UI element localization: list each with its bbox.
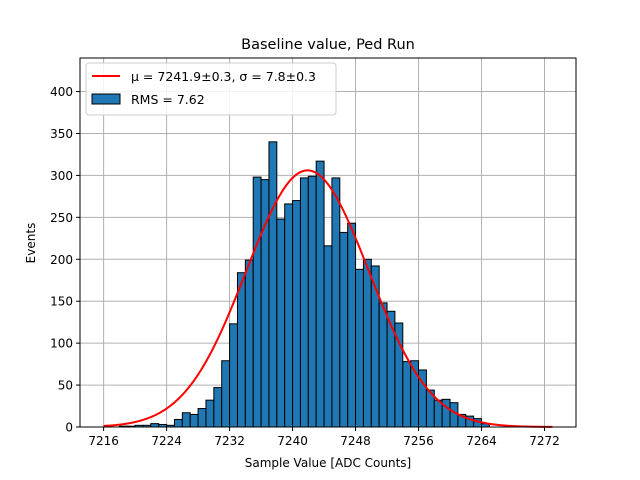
y-tick-label: 150 [50, 295, 73, 309]
x-axis-label: Sample Value [ADC Counts] [245, 456, 411, 470]
y-tick-label: 300 [50, 169, 73, 183]
histogram-bar [315, 160, 325, 428]
x-tick-label: 7224 [151, 434, 182, 448]
histogram-bar [244, 259, 254, 428]
histogram-bar [150, 423, 160, 428]
histogram-bar [205, 399, 215, 428]
x-tick-label: 7240 [277, 434, 308, 448]
x-tick-label: 7232 [214, 434, 245, 448]
histogram-bar [339, 231, 349, 428]
histogram-bars [118, 141, 490, 428]
histogram-bar [323, 245, 333, 428]
y-tick-label: 350 [50, 127, 73, 141]
x-tick-label: 7248 [340, 434, 371, 448]
y-tick-label: 250 [50, 211, 73, 225]
histogram-bar [197, 408, 207, 428]
histogram-bar [386, 310, 396, 428]
histogram-bar [189, 413, 199, 428]
x-tick-label: 7264 [466, 434, 497, 448]
gaussian-fit-curve [103, 169, 553, 428]
x-axis-ticks: 7216 7224 7232 7240 7248 7256 7264 7272 [88, 427, 560, 448]
histogram-bar [173, 418, 183, 428]
legend-box [85, 62, 337, 116]
x-tick-label: 7256 [403, 434, 434, 448]
legend-hist-label: RMS = 7.62 [131, 92, 205, 107]
histogram-bar [433, 399, 443, 428]
histogram-bar [370, 265, 380, 428]
y-tick-label: 0 [65, 421, 73, 435]
chart-title: Baseline value, Ped Run [241, 37, 415, 53]
histogram-bar [402, 361, 412, 428]
y-tick-label: 50 [58, 379, 73, 393]
x-tick-label: 7272 [529, 434, 560, 448]
histogram-bar [268, 141, 278, 428]
y-axis-label: Events [24, 223, 38, 264]
histogram-bar [362, 258, 372, 428]
histogram-bar [221, 360, 231, 428]
histogram-bar [307, 175, 317, 428]
histogram-bar [347, 222, 357, 428]
histogram-bar [181, 412, 191, 428]
y-tick-label: 100 [50, 337, 73, 351]
histogram-bar [252, 176, 262, 428]
histogram-bar [378, 302, 388, 428]
histogram-bar [236, 272, 246, 428]
histogram-bar [213, 387, 223, 428]
y-axis-ticks: 0 50 100 150 200 250 300 350 400 [50, 85, 80, 435]
legend-hist-patch [91, 93, 121, 105]
y-tick-label: 200 [50, 253, 73, 267]
histogram-bar [284, 203, 294, 428]
plot-frame [79, 57, 577, 428]
histogram-bar [299, 177, 309, 428]
histogram-bar [449, 402, 459, 428]
histogram-bar [229, 323, 238, 428]
x-tick-label: 7216 [88, 434, 119, 448]
legend: μ = 7241.9±0.3, σ = 7.8±0.3 RMS = 7.62 [85, 62, 337, 116]
histogram-bar [276, 218, 286, 428]
legend-fit-label: μ = 7241.9±0.3, σ = 7.8±0.3 [131, 69, 316, 84]
histogram-bar [331, 177, 341, 428]
histogram-bar [355, 268, 364, 428]
y-tick-label: 400 [50, 85, 73, 99]
histogram-bar [292, 200, 301, 428]
